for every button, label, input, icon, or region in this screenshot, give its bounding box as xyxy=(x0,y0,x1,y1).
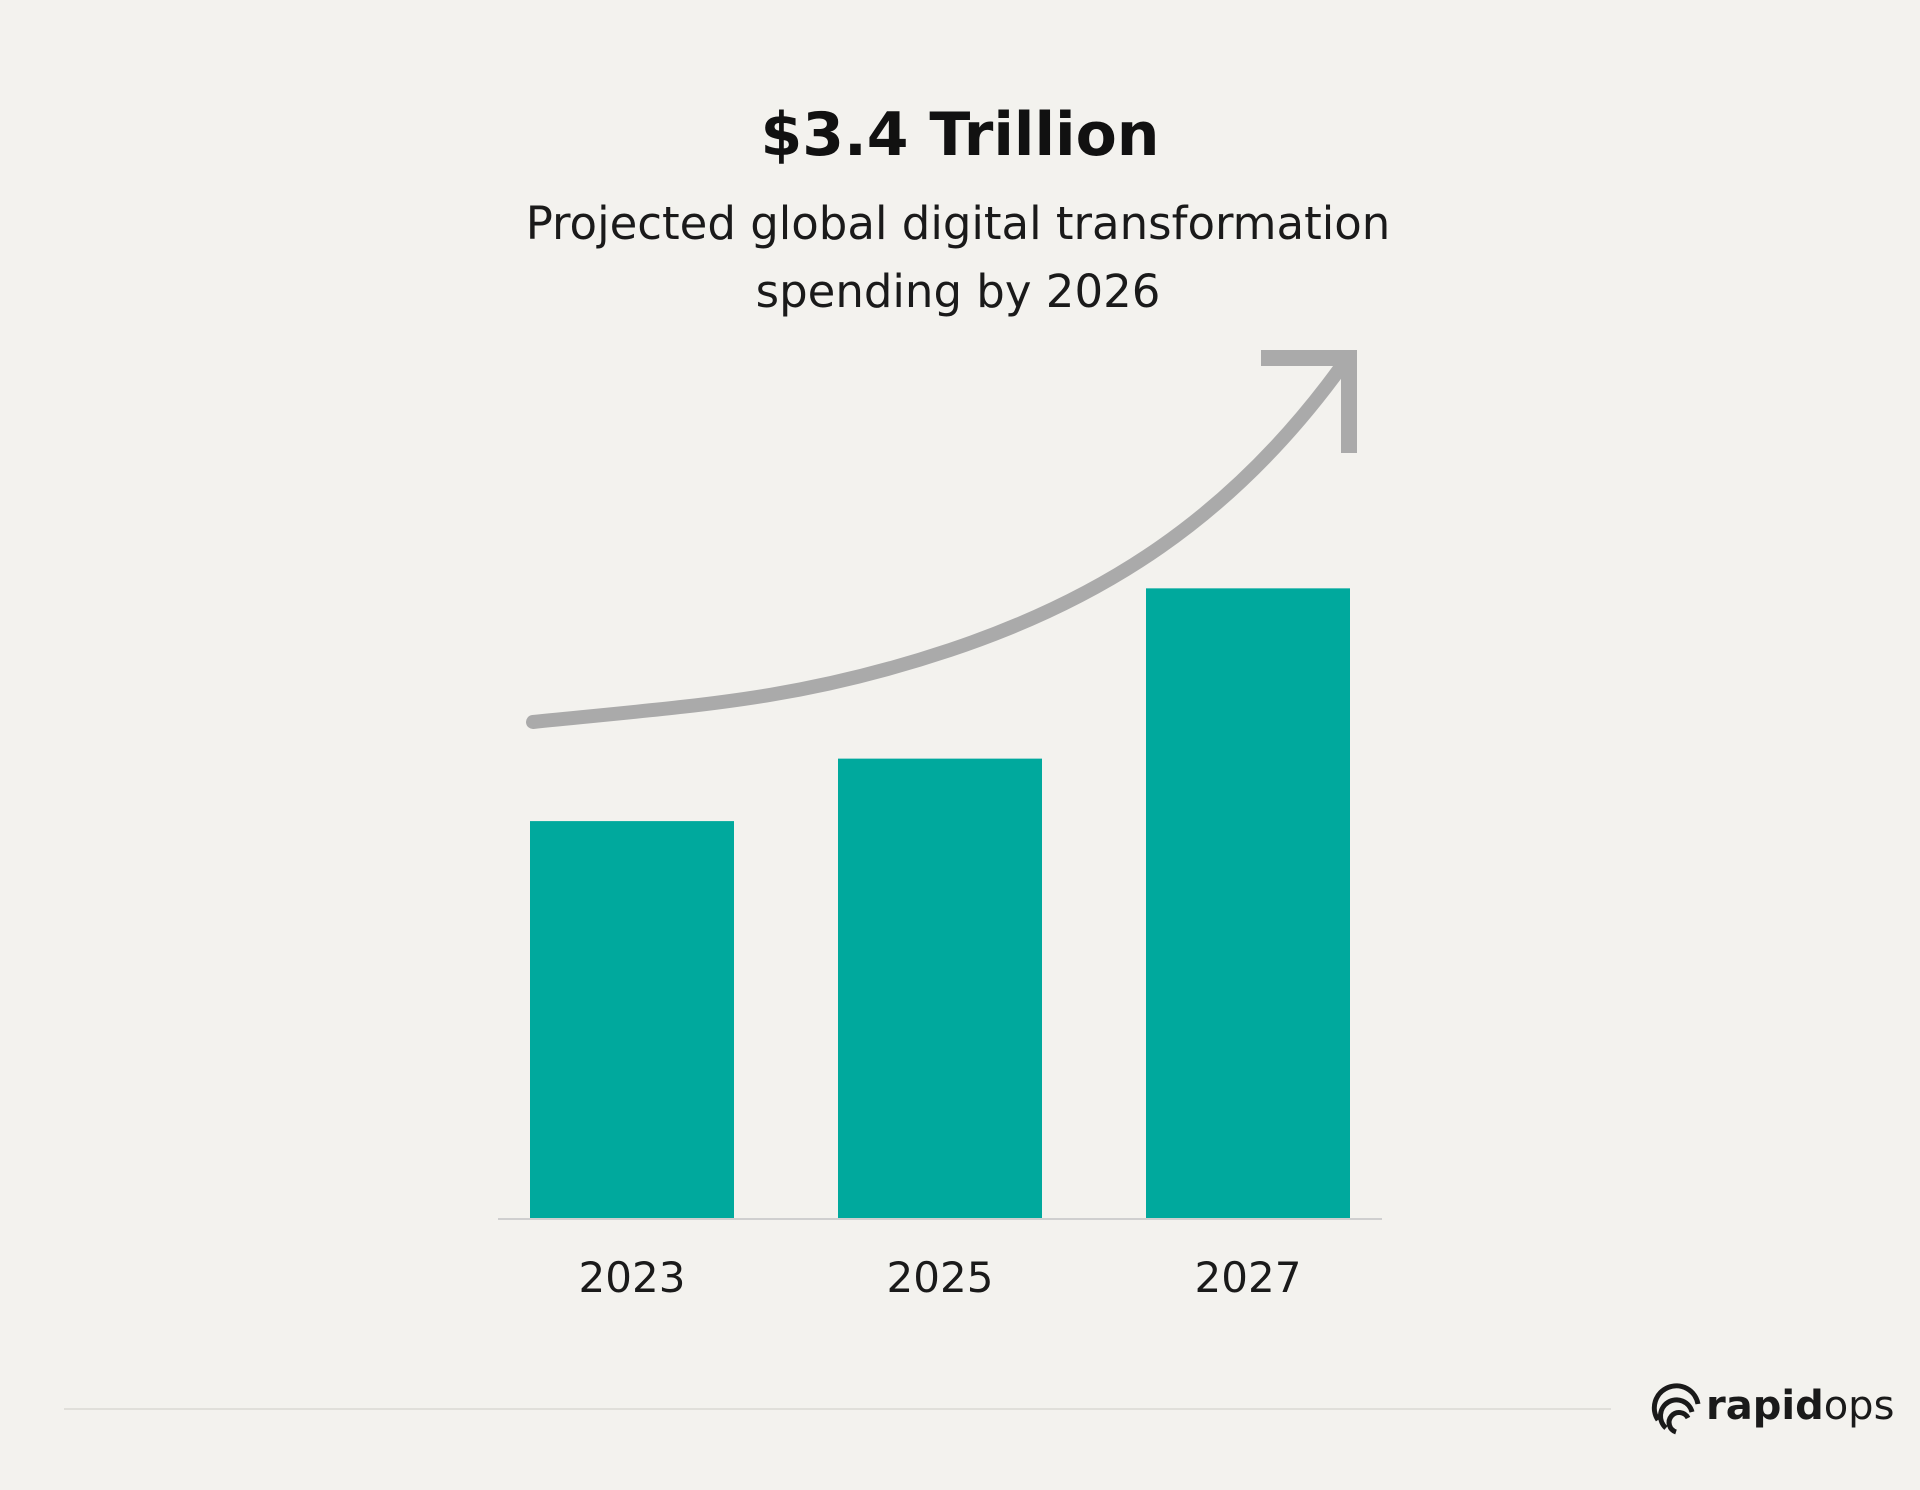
bar xyxy=(530,821,734,1218)
bar xyxy=(838,758,1042,1218)
trend-arrowhead xyxy=(1261,350,1357,453)
chart-title: $3.4 Trillion xyxy=(760,100,1160,170)
x-tick-label: 2025 xyxy=(887,1253,994,1302)
logo: rapidops xyxy=(1706,1383,1894,1429)
bar xyxy=(1146,588,1350,1218)
logo-icon xyxy=(1651,1383,1701,1435)
x-tick-label: 2023 xyxy=(579,1253,686,1302)
x-tick-label: 2027 xyxy=(1195,1253,1302,1302)
logo-light: ops xyxy=(1823,1383,1895,1429)
chart-subtitle: Projected global digital transformation … xyxy=(525,197,1391,318)
trend-arrow xyxy=(526,360,1348,729)
logo-bold: rapid xyxy=(1706,1383,1824,1429)
